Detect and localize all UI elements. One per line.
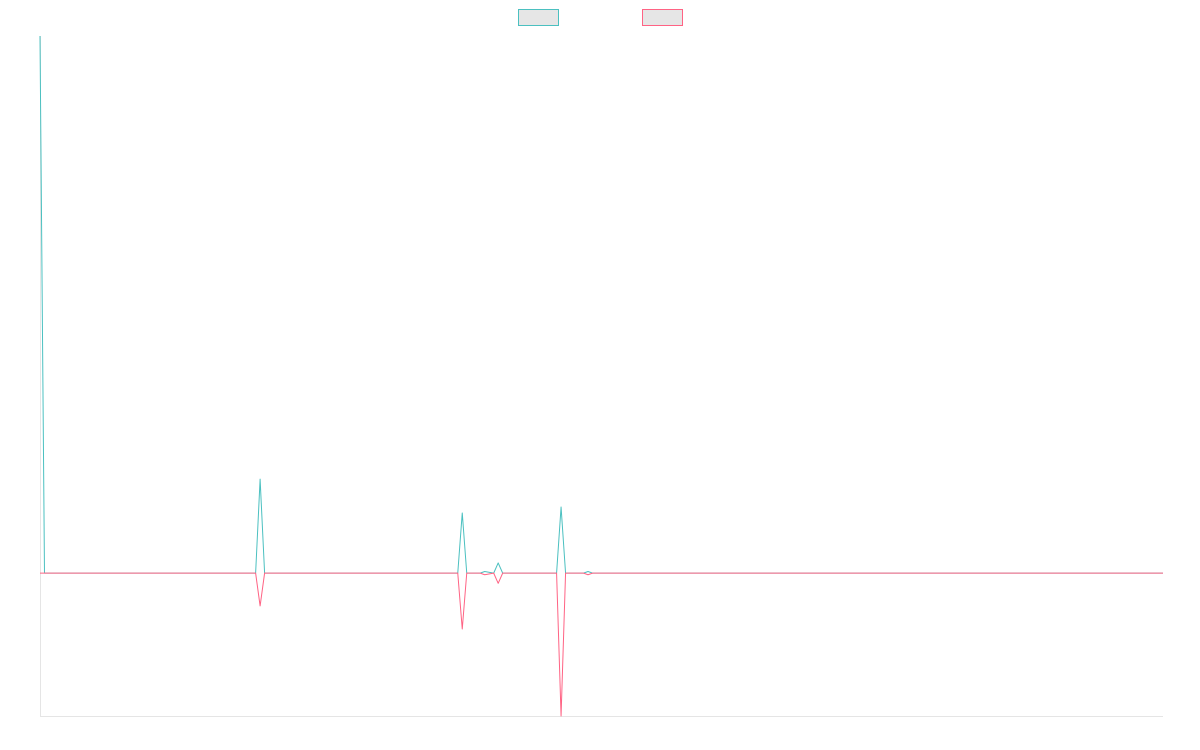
legend-swatch[interactable] — [642, 9, 683, 26]
series-line — [39, 35, 1163, 574]
legend-swatch[interactable] — [518, 9, 559, 26]
series-line — [40, 572, 1163, 717]
